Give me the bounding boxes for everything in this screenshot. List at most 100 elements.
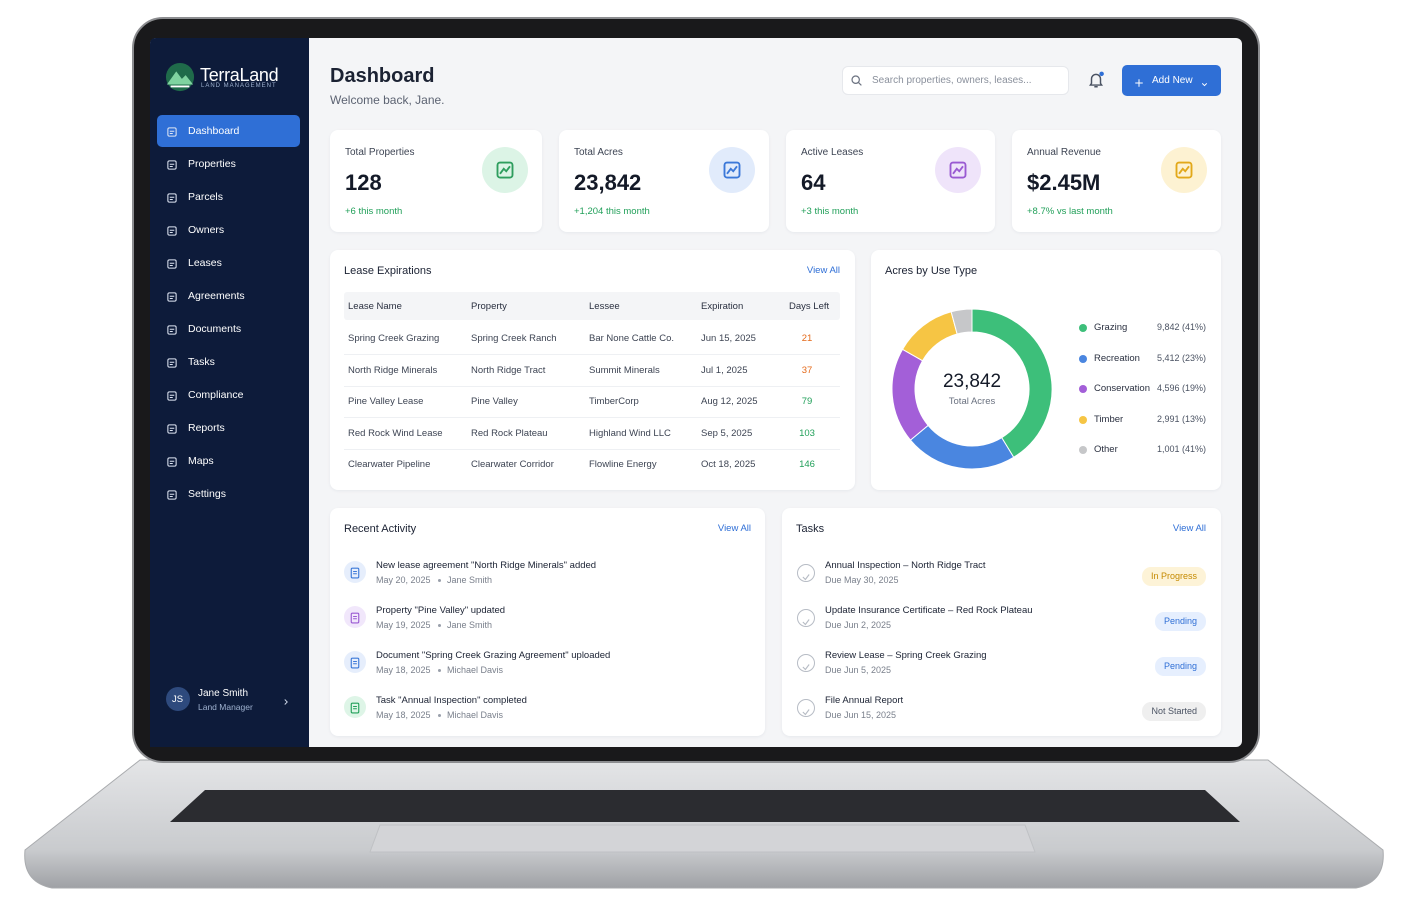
nav-label: Owners xyxy=(188,224,225,236)
nav-icon xyxy=(166,422,178,434)
view-all-link[interactable]: View All xyxy=(1172,523,1206,534)
user-menu-chevron xyxy=(281,694,291,705)
legend-name: Other xyxy=(1094,444,1118,455)
legend-value: 2,991 (13%) xyxy=(1156,413,1206,424)
activity-date: May 18, 2025 xyxy=(376,710,431,720)
card-title: Recent Activity xyxy=(344,523,417,535)
status-badge: Pending xyxy=(1154,657,1206,676)
table-cell: 21 xyxy=(801,333,813,344)
activity-icon-bg xyxy=(344,606,366,628)
activity-icon-bg xyxy=(344,561,366,583)
nav-item[interactable] xyxy=(157,115,300,147)
task-title: Annual Inspection – North Ridge Tract xyxy=(825,560,986,571)
task-checkbox[interactable] xyxy=(797,654,815,672)
table-cell: Spring Creek Grazing xyxy=(348,333,440,344)
legend-dot xyxy=(1079,324,1087,332)
legend-value: 5,412 (23%) xyxy=(1156,352,1206,363)
stat-change: +6 this month xyxy=(345,206,403,217)
activity-icon xyxy=(349,701,361,714)
table-cell: Summit Minerals xyxy=(589,364,660,376)
activity-user: Jane Smith xyxy=(447,575,493,585)
nav-label: Reports xyxy=(188,422,225,434)
stat-change: +1,204 this month xyxy=(574,206,650,217)
nav-icon xyxy=(166,125,178,137)
table-cell: North Ridge Tract xyxy=(471,364,546,376)
legend-name: Timber xyxy=(1094,413,1124,425)
task-title: File Annual Report xyxy=(825,695,904,706)
activity-icon xyxy=(349,656,361,669)
stat-value: 64 xyxy=(801,170,826,195)
brand-name: TerraLand xyxy=(200,65,279,85)
table-cell: Clearwater Pipeline xyxy=(348,459,431,470)
task-title: Review Lease – Spring Creek Grazing xyxy=(825,650,987,661)
row-divider xyxy=(344,385,840,387)
nav-item[interactable] xyxy=(157,478,300,510)
nav-item[interactable] xyxy=(157,346,300,378)
nav-item[interactable] xyxy=(157,181,300,213)
legend-dot xyxy=(1079,415,1087,424)
nav-item[interactable] xyxy=(157,247,300,279)
column-header: Lease Name xyxy=(348,301,402,312)
card-title: Acres by Use Type xyxy=(885,265,978,277)
status-badge: Not Started xyxy=(1142,702,1206,721)
separator-dot xyxy=(438,669,441,672)
nav-item[interactable] xyxy=(157,445,300,477)
legend-name: Grazing xyxy=(1094,322,1128,333)
legend-dot xyxy=(1079,354,1087,363)
status-badge: In Progress xyxy=(1141,567,1206,586)
nav-label: Settings xyxy=(188,488,226,500)
table-cell: 37 xyxy=(801,364,813,376)
task-checkbox[interactable] xyxy=(797,564,815,582)
nav-icon xyxy=(166,158,178,170)
user-role: Land Manager xyxy=(198,702,253,712)
user-name: Jane Smith xyxy=(198,688,249,699)
nav-item[interactable] xyxy=(157,214,300,246)
activity-user: Michael Davis xyxy=(447,710,504,720)
legend-name: Recreation xyxy=(1094,352,1140,364)
table-cell: North Ridge Minerals xyxy=(348,364,438,376)
nav-icon xyxy=(166,323,178,335)
table-cell: Red Rock Wind Lease xyxy=(348,427,443,439)
column-header: Days Left xyxy=(789,301,830,312)
table-cell: Red Rock Plateau xyxy=(471,427,548,439)
row-divider xyxy=(344,354,840,355)
activity-user: Jane Smith xyxy=(447,620,493,630)
column-header: Expiration xyxy=(701,301,744,312)
status-badge: Pending xyxy=(1154,612,1206,631)
task-checkbox[interactable] xyxy=(797,699,815,717)
stat-value: 23,842 xyxy=(574,170,642,195)
check-mark xyxy=(801,569,811,581)
nav-label: Leases xyxy=(188,257,222,269)
nav-icon xyxy=(166,455,178,467)
view-all-link[interactable]: View All xyxy=(806,265,840,276)
column-header: Property xyxy=(471,301,507,312)
nav-label: Maps xyxy=(188,455,214,467)
search-box[interactable] xyxy=(842,66,1069,95)
table-cell: Sep 5, 2025 xyxy=(701,427,753,439)
task-checkbox[interactable] xyxy=(797,609,815,627)
brand-tagline: LAND MANAGEMENT xyxy=(201,83,277,89)
task-due: Due May 30, 2025 xyxy=(825,575,899,585)
nav-label: Parcels xyxy=(188,191,224,203)
legend-dot xyxy=(1079,446,1087,454)
stat-label: Total Properties xyxy=(345,147,415,158)
activity-icon-bg xyxy=(344,696,366,718)
table-cell: Spring Creek Ranch xyxy=(471,333,557,344)
table-header xyxy=(344,292,840,320)
task-due: Due Jun 15, 2025 xyxy=(825,710,897,720)
stat-value: 128 xyxy=(345,170,382,195)
notification-bell[interactable] xyxy=(1087,71,1105,89)
activity-date: May 19, 2025 xyxy=(376,620,431,630)
task-title: Update Insurance Certificate – Red Rock … xyxy=(825,605,1033,616)
separator-dot xyxy=(438,714,441,717)
lease-card xyxy=(330,250,855,490)
search-icon xyxy=(850,74,863,87)
view-all-link[interactable]: View All xyxy=(717,523,751,534)
plus-icon xyxy=(1134,75,1144,87)
table-cell: Oct 18, 2025 xyxy=(701,459,756,470)
legend-value: 1,001 (41%) xyxy=(1156,444,1206,454)
activity-text: Task "Annual Inspection" completed xyxy=(376,695,527,706)
nav-item[interactable] xyxy=(157,412,300,444)
stat-label: Total Acres xyxy=(574,147,623,158)
